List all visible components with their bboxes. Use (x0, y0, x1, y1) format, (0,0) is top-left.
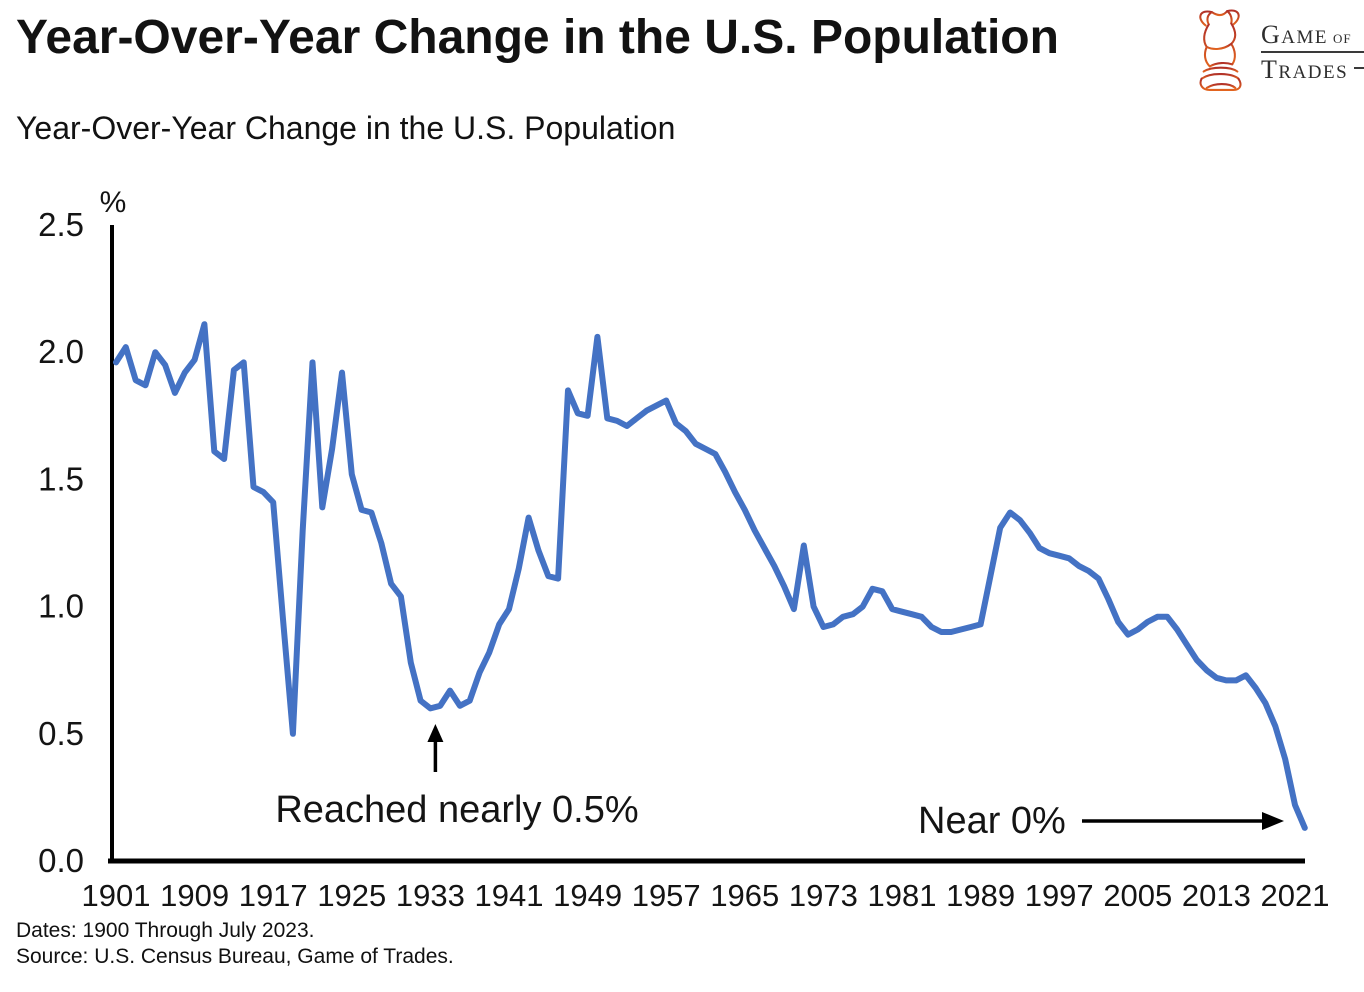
logo-tick (1354, 67, 1364, 69)
annotation-reached-nearly-half-percent: Reached nearly 0.5% (275, 789, 638, 831)
x-tick-label: 1981 (868, 878, 937, 913)
y-tick-label: 1.0 (38, 588, 84, 625)
chart-footnotes: Dates: 1900 Through July 2023. Source: U… (16, 918, 454, 969)
y-axis-unit-label: % (100, 186, 127, 219)
annotation-up-arrow-head (427, 724, 444, 742)
x-tick-label: 1973 (789, 878, 858, 913)
population-line-series (113, 321, 1308, 831)
y-tick-label: 2.5 (38, 206, 84, 243)
game-of-trades-logo: GAME OF TRADES (1188, 6, 1364, 92)
footnote-dates: Dates: 1900 Through July 2023. (16, 919, 315, 942)
annotation-near-zero-percent: Near 0% (918, 800, 1066, 842)
x-tick-label: 2005 (1103, 878, 1172, 913)
bull-icon (1199, 9, 1242, 91)
logo-divider (1261, 51, 1364, 53)
x-tick-label: 2013 (1182, 878, 1251, 913)
logo-line-trades: TRADES (1261, 57, 1364, 83)
x-tick-label: 1949 (553, 878, 622, 913)
x-tick-label: 1909 (160, 878, 229, 913)
x-tick-label: 2021 (1261, 878, 1330, 913)
x-tick-label: 1933 (396, 878, 465, 913)
logo-line-game-of: GAME OF (1261, 20, 1352, 49)
y-tick-label: 0.5 (38, 715, 84, 752)
x-tick-label: 1941 (475, 878, 544, 913)
x-tick-label: 1965 (710, 878, 779, 913)
population-line-chart: % 0.0 0.5 1.0 1.5 2.0 2.5 1901 1909 1917 1925 1933 1… (38, 186, 1330, 913)
x-tick-label: 1917 (239, 878, 308, 913)
annotation-right-arrow-head (1262, 812, 1284, 830)
logo-wordmark: GAME OF TRADES (1261, 6, 1364, 83)
y-tick-label: 0.0 (38, 842, 84, 879)
footnote-source: Source: U.S. Census Bureau, Game of Trad… (16, 944, 454, 968)
y-tick-label: 2.0 (38, 333, 84, 370)
x-tick-label: 1925 (317, 878, 386, 913)
x-tick-label: 1901 (82, 878, 151, 913)
x-tick-label: 1997 (1025, 878, 1094, 913)
y-tick-label: 1.5 (38, 460, 84, 497)
page-title: Year-Over-Year Change in the U.S. Popula… (16, 11, 1059, 64)
x-tick-label: 1957 (632, 878, 701, 913)
x-tick-label: 1989 (946, 878, 1015, 913)
chart-subtitle: Year-Over-Year Change in the U.S. Popula… (16, 110, 676, 146)
